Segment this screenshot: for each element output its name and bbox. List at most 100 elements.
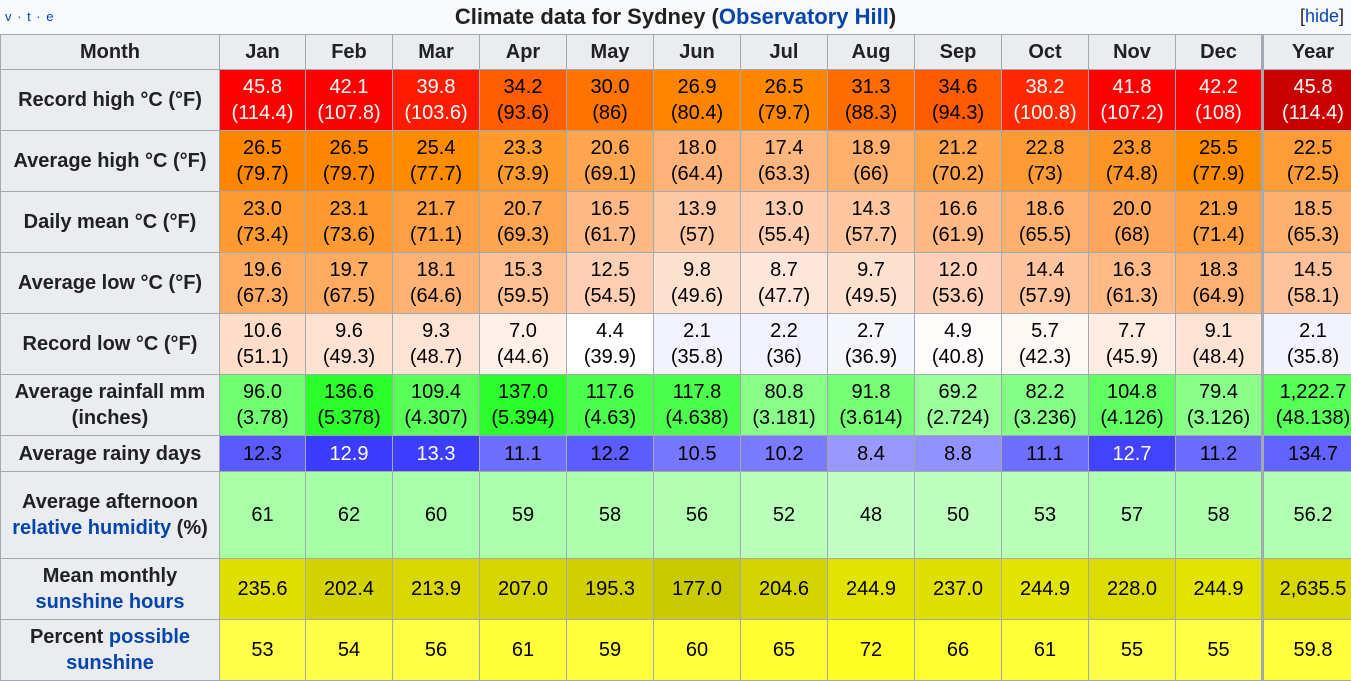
hide-bracket-open: [	[1299, 6, 1305, 26]
table-row: Daily mean °C (°F) 23.0 (73.4) 23.1 (73.6) 21…	[0, 191, 1351, 253]
data-cell: 9.1 (48.4)	[1175, 313, 1263, 375]
month-header-jun: Jun	[653, 34, 741, 70]
data-cell: 53	[219, 619, 306, 681]
cell-value: 2,635.5	[1279, 578, 1347, 600]
cell-value-fahrenheit: (71.1)	[409, 224, 463, 246]
cell-value: 18.0	[677, 137, 717, 159]
cell-value: 14.4	[1025, 259, 1065, 281]
data-cell: 207.0	[479, 558, 567, 620]
row-label-text: Record high °C (°F)	[18, 89, 202, 111]
row-label-link[interactable]: possible sunshine	[66, 626, 191, 674]
table-row: Record high °C (°F) 45.8 (114.4) 42.1 (107.8…	[0, 69, 1351, 131]
data-cell: 13.0 (55.4)	[740, 191, 828, 253]
cell-value: 8.7	[770, 259, 798, 281]
data-cell: 10.2	[740, 435, 828, 472]
table-title: Climate data for Sydney (Observatory Hil…	[0, 4, 1351, 30]
year-cell: 18.5 (65.3)	[1261, 191, 1351, 253]
cell-value: 38.2	[1025, 76, 1065, 98]
data-cell: 55	[1088, 619, 1176, 681]
data-cell: 53	[1001, 471, 1089, 559]
row-label-text: Daily mean °C (°F)	[23, 211, 197, 233]
cell-value: 244.9	[1019, 578, 1071, 600]
cell-value: 12.3	[243, 442, 282, 465]
data-cell: 213.9	[392, 558, 480, 620]
cell-value-fahrenheit: (67.3)	[236, 285, 289, 307]
cell-value: 9.3	[422, 320, 450, 342]
cell-value: 59	[511, 504, 535, 526]
cell-value-fahrenheit: (73.4)	[236, 224, 289, 246]
data-cell: 5.7 (42.3)	[1001, 313, 1089, 375]
cell-value-fahrenheit: (94.3)	[931, 102, 985, 124]
data-cell: 20.0 (68)	[1088, 191, 1176, 253]
data-cell: 66	[914, 619, 1002, 681]
cell-value: 65	[772, 639, 796, 661]
cell-value: 204.6	[758, 578, 810, 600]
cell-value-fahrenheit: (69.1)	[583, 163, 637, 185]
cell-value: 9.7	[857, 259, 885, 281]
cell-value: 39.8	[416, 76, 456, 98]
cell-value: 57	[1120, 504, 1144, 526]
cell-value: 207.0	[497, 578, 549, 600]
cell-value-fahrenheit: (4.638)	[665, 407, 729, 429]
cell-value: 4.4	[596, 320, 624, 342]
cell-value: 12.7	[1112, 442, 1152, 465]
cell-value: 55	[1207, 639, 1230, 661]
cell-value: 58	[598, 504, 622, 526]
data-cell: 21.7 (71.1)	[392, 191, 480, 253]
cell-value: 10.5	[677, 442, 717, 465]
data-cell: 10.5	[653, 435, 741, 472]
month-header-jul: Jul	[740, 34, 828, 70]
data-cell: 82.2 (3.236)	[1001, 374, 1089, 436]
data-cell: 58	[1175, 471, 1263, 559]
cell-value: 11.1	[504, 442, 542, 465]
cell-value: 12.2	[590, 442, 630, 465]
data-cell: 18.1 (64.6)	[392, 252, 480, 314]
data-cell: 12.5 (54.5)	[566, 252, 654, 314]
data-cell: 25.4 (77.7)	[392, 130, 480, 192]
cell-value: 137.0	[497, 381, 549, 403]
cell-value-fahrenheit: (80.4)	[670, 102, 724, 124]
data-cell: 11.1	[1001, 435, 1089, 472]
data-cell: 237.0	[914, 558, 1002, 620]
data-cell: 10.6 (51.1)	[219, 313, 306, 375]
cell-value: 56	[424, 639, 448, 661]
cell-value: 34.2	[503, 76, 543, 98]
observatory-hill-link[interactable]: Observatory Hill	[718, 4, 889, 29]
cell-value-fahrenheit: (53.6)	[931, 285, 985, 307]
cell-value: 42.1	[329, 76, 369, 98]
data-cell: 50	[914, 471, 1002, 559]
hide-link[interactable]: hide	[1304, 6, 1339, 26]
cell-value-fahrenheit: (55.4)	[757, 224, 811, 246]
year-header: Year	[1261, 34, 1351, 70]
data-cell: 41.8 (107.2)	[1088, 69, 1176, 131]
data-cell: 2.2 (36)	[740, 313, 828, 375]
data-cell: 177.0	[653, 558, 741, 620]
year-cell: 134.7	[1261, 435, 1351, 472]
cell-value: 69.2	[938, 381, 978, 403]
month-header-mar: Mar	[392, 34, 480, 70]
cell-value: 61	[251, 504, 274, 526]
cell-value-fahrenheit: (48.138)	[1275, 407, 1351, 429]
row-label-link[interactable]: relative humidity	[12, 517, 172, 539]
cell-value: 82.2	[1025, 381, 1065, 403]
row-label-link[interactable]: sunshine hours	[35, 591, 185, 613]
data-cell: 7.0 (44.6)	[479, 313, 567, 375]
data-cell: 58	[566, 471, 654, 559]
data-cell: 16.6 (61.9)	[914, 191, 1002, 253]
cell-value-fahrenheit: (57)	[679, 224, 715, 246]
cell-value-fahrenheit: (49.5)	[844, 285, 898, 307]
cell-value: 18.5	[1293, 198, 1333, 220]
talk-template-link[interactable]: t	[27, 9, 32, 24]
data-cell: 19.7 (67.5)	[305, 252, 393, 314]
cell-value-fahrenheit: (65.3)	[1286, 224, 1340, 246]
data-cell: 4.4 (39.9)	[566, 313, 654, 375]
edit-template-link[interactable]: e	[46, 9, 55, 24]
cell-value-fahrenheit: (58.1)	[1286, 285, 1340, 307]
data-cell: 62	[305, 471, 393, 559]
cell-value-fahrenheit: (48.7)	[409, 346, 463, 368]
cell-value: 18.6	[1025, 198, 1065, 220]
view-template-link[interactable]: v	[5, 9, 13, 24]
data-cell: 34.6 (94.3)	[914, 69, 1002, 131]
data-cell: 13.3	[392, 435, 480, 472]
cell-value: 20.6	[590, 137, 630, 159]
